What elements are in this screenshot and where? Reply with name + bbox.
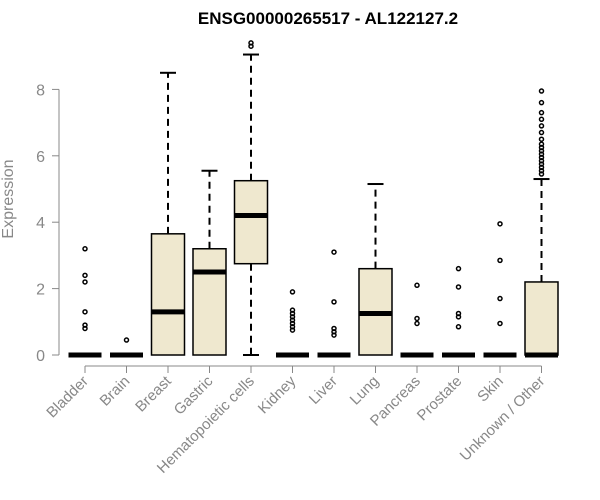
x-tick-label: Liver xyxy=(306,373,341,408)
outlier-point xyxy=(455,265,462,272)
outlier-point xyxy=(414,320,420,327)
outlier-point xyxy=(538,123,545,129)
box-iqr xyxy=(524,281,559,356)
outlier-point xyxy=(331,299,337,305)
x-tick-label: Breast xyxy=(132,372,175,415)
outlier-point xyxy=(538,116,545,123)
outlier-point xyxy=(289,289,296,295)
outlier-point xyxy=(538,141,545,147)
y-tick-label: 4 xyxy=(36,215,45,232)
outlier-point xyxy=(497,295,503,302)
outlier-point xyxy=(538,136,545,142)
chart-title: ENSG00000265517 - AL122127.2 xyxy=(198,9,458,28)
outlier-point xyxy=(331,249,337,255)
x-tick-label: Prostate xyxy=(414,373,466,425)
y-tick-label: 2 xyxy=(36,282,45,299)
outlier-point xyxy=(497,221,503,227)
x-tick-label: Brain xyxy=(97,373,134,410)
y-tick-label: 6 xyxy=(36,149,45,166)
y-tick-label: 0 xyxy=(36,348,45,365)
plot-area xyxy=(68,40,559,358)
outlier-point xyxy=(414,282,420,289)
x-tick-label: Lung xyxy=(347,373,383,409)
y-axis: 0 2 4 6 8 xyxy=(36,82,60,365)
box-gastric xyxy=(192,169,227,356)
box-brain xyxy=(110,337,143,358)
box-kidney xyxy=(276,289,309,358)
outlier-point xyxy=(82,279,88,285)
x-tick-label: Kidney xyxy=(255,372,300,417)
outlier-point xyxy=(82,322,88,328)
x-tick-label: Skin xyxy=(474,373,507,406)
box-bladder xyxy=(68,246,102,358)
box-prostate xyxy=(442,265,475,358)
outlier-point xyxy=(455,310,462,317)
box-skin xyxy=(483,221,517,358)
outlier-point xyxy=(289,307,296,313)
box-unknown-other xyxy=(524,88,559,358)
box-iqr xyxy=(150,233,186,356)
outlier-point xyxy=(455,324,462,330)
box-pancreas xyxy=(400,282,434,358)
outlier-point xyxy=(455,284,462,290)
x-tick-label: Bladder xyxy=(43,373,92,422)
box-hematopoietic-cells xyxy=(233,40,269,356)
outlier-point xyxy=(82,272,88,279)
box-breast xyxy=(150,71,186,356)
y-axis-label: Expression xyxy=(0,159,17,238)
outlier-point xyxy=(82,309,88,315)
outlier-point xyxy=(123,337,130,343)
box-liver xyxy=(317,249,351,358)
y-tick-label: 8 xyxy=(36,82,45,99)
outlier-point xyxy=(414,315,420,322)
outlier-point xyxy=(538,99,545,106)
outlier-point xyxy=(538,109,545,116)
box-lung xyxy=(358,183,393,356)
outlier-point xyxy=(538,88,545,94)
outlier-point xyxy=(497,257,503,264)
outlier-point xyxy=(331,325,337,332)
outlier-point xyxy=(538,129,545,136)
outlier-point xyxy=(248,40,254,46)
box-iqr xyxy=(233,179,269,265)
outlier-point xyxy=(82,246,88,252)
outlier-point xyxy=(497,320,503,327)
box-iqr xyxy=(192,248,227,356)
